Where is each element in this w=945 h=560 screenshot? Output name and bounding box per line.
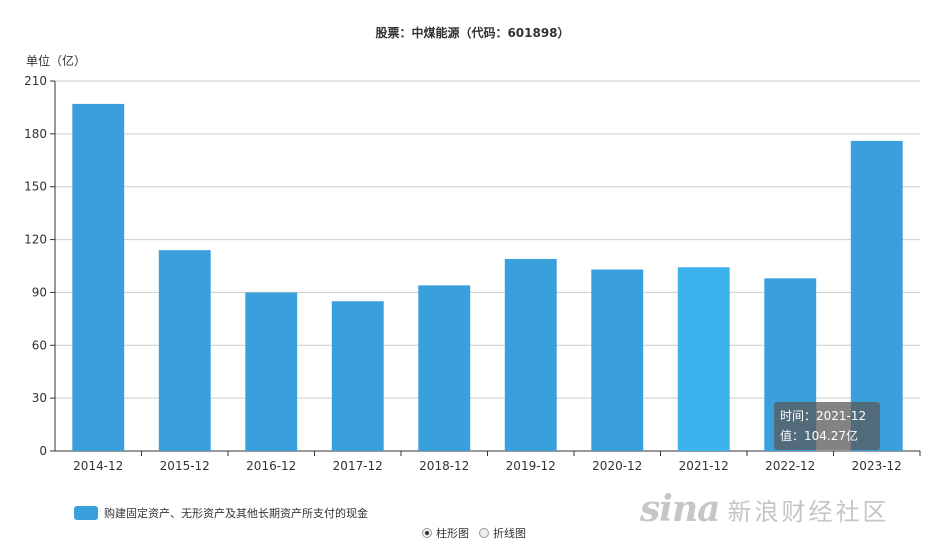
bar[interactable] [72, 103, 125, 452]
y-tick-label: 150 [24, 180, 47, 194]
chart-title: 股票：中煤能源（代码：601898） [375, 26, 570, 40]
x-tick-label: 2019-12 [506, 459, 556, 473]
watermark: sina 新浪财经社区 [640, 488, 889, 530]
x-tick-label: 2017-12 [333, 459, 383, 473]
y-tick-label: 180 [24, 127, 47, 141]
bar-chart-option[interactable]: 柱形图 [422, 525, 469, 541]
legend-label: 购建固定资产、无形资产及其他长期资产所支付的现金 [104, 507, 368, 520]
x-tick-label: 2016-12 [246, 459, 296, 473]
bar[interactable] [677, 267, 730, 451]
y-tick-label: 90 [32, 285, 47, 299]
tooltip-value: 值：104.27亿 [780, 429, 858, 443]
y-tick-label: 30 [32, 391, 47, 405]
x-tick-label: 2018-12 [419, 459, 469, 473]
chart-type-toggle: 柱形图 折线图 [422, 525, 536, 541]
watermark-text: 新浪财经社区 [727, 497, 890, 526]
y-tick-label: 0 [39, 444, 47, 458]
line-option-label: 折线图 [493, 527, 526, 540]
legend-swatch [74, 506, 98, 520]
line-chart-option[interactable]: 折线图 [479, 525, 526, 541]
y-tick-label: 60 [32, 338, 47, 352]
x-tick-label: 2021-12 [679, 459, 729, 473]
sina-logo: sina [640, 488, 720, 530]
bar[interactable] [850, 140, 903, 451]
x-tick-label: 2020-12 [592, 459, 642, 473]
tooltip-time: 时间：2021-12 [780, 409, 867, 423]
bar[interactable] [331, 301, 384, 451]
y-tick-label: 210 [24, 74, 47, 88]
y-axis-label: 单位（亿） [26, 54, 87, 68]
bar[interactable] [591, 269, 644, 451]
tooltip: 时间：2021-12 值：104.27亿 [774, 402, 880, 450]
x-tick-label: 2022-12 [765, 459, 815, 473]
x-tick-label: 2015-12 [160, 459, 210, 473]
bar[interactable] [158, 250, 211, 451]
line-radio[interactable] [479, 528, 489, 538]
bar[interactable] [504, 258, 557, 451]
bar-option-label: 柱形图 [436, 527, 469, 540]
bar-radio[interactable] [422, 528, 432, 538]
bar[interactable] [418, 285, 471, 451]
legend[interactable]: 购建固定资产、无形资产及其他长期资产所支付的现金 [74, 505, 368, 521]
y-tick-label: 120 [24, 233, 47, 247]
bar[interactable] [245, 292, 298, 451]
x-tick-label: 2014-12 [73, 459, 123, 473]
x-tick-label: 2023-12 [852, 459, 902, 473]
